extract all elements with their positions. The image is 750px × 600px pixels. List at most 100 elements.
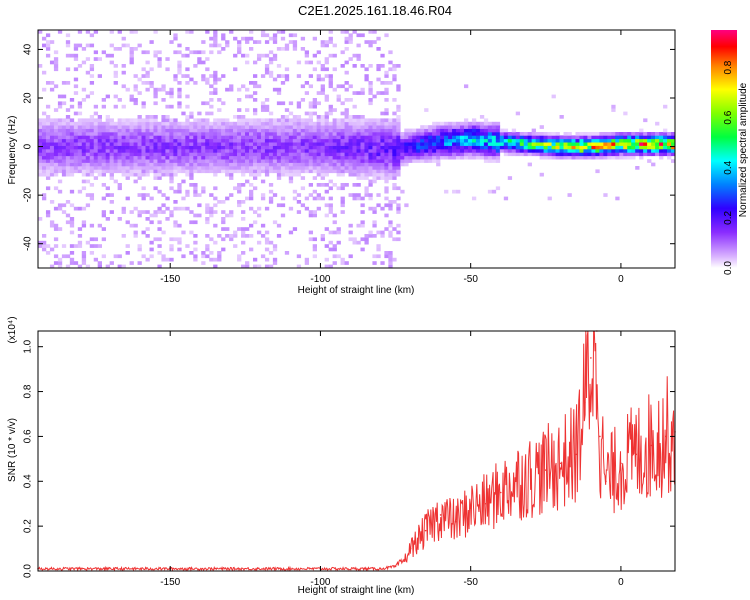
spectrogram-cell	[264, 240, 270, 245]
spectrogram-cell	[73, 159, 79, 163]
spectrogram-cell	[384, 159, 389, 163]
spectrogram-cell	[312, 210, 317, 214]
spectrogram-cell	[89, 172, 95, 177]
spectrogram-cell	[619, 132, 624, 136]
snr-point	[514, 480, 517, 483]
spectrogram-cell	[249, 223, 254, 228]
spectrogram-cell	[276, 166, 282, 170]
snr-x-tick-label: -100	[310, 577, 330, 588]
spectrogram-cell	[73, 138, 79, 143]
spectrogram-cell	[332, 145, 337, 150]
spectrogram-cell	[663, 128, 668, 133]
spectrogram-cell	[77, 132, 83, 136]
spectrogram-cell	[396, 237, 401, 242]
spectrogram-cell	[113, 81, 118, 85]
spectrogram-cell	[300, 47, 306, 51]
spectrogram-cell	[444, 138, 449, 143]
spectrogram-cell	[416, 135, 421, 140]
spectrogram-cell	[49, 142, 55, 146]
spectrogram-cell	[137, 247, 142, 252]
spectrogram-cell	[483, 149, 489, 153]
spectrogram-x-axis-label: Height of straight line (km)	[298, 285, 415, 296]
spectrogram-cell	[189, 138, 194, 143]
spectrogram-cell	[133, 172, 138, 177]
spectrogram-cell	[292, 132, 298, 136]
spectrogram-cell	[320, 155, 325, 160]
spectrogram-cell	[360, 176, 365, 180]
spectrogram-cell	[205, 149, 210, 153]
spectrogram-cell	[241, 36, 246, 41]
spectrogram-cell	[256, 152, 262, 157]
spectrogram-cell	[81, 132, 87, 136]
spectrogram-cell	[392, 128, 397, 133]
spectrogram-cell	[149, 220, 154, 225]
spectrogram-cell	[181, 155, 186, 160]
spectrogram-cell	[320, 43, 325, 48]
spectrogram-cell	[595, 155, 600, 160]
spectrogram-cell	[221, 33, 226, 38]
spectrogram-cell	[260, 104, 266, 109]
spectrogram-cell	[117, 47, 122, 51]
spectrogram-cell	[141, 169, 146, 174]
spectrogram-cell	[129, 261, 134, 265]
spectrogram-cell	[193, 118, 198, 123]
spectrogram-cell	[217, 142, 222, 146]
spectrogram-cell	[368, 183, 373, 187]
spectrogram-cell	[376, 162, 381, 167]
spectrogram-cell	[392, 257, 397, 262]
spectrogram-cell	[292, 40, 298, 44]
spectrogram-cell	[256, 206, 262, 211]
spectrogram-cell	[205, 145, 210, 150]
spectrogram-cell	[304, 196, 310, 201]
spectrogram-cell	[412, 142, 417, 146]
spectrogram-cell	[452, 149, 457, 153]
spectrogram-cell	[356, 172, 361, 177]
spectrogram-cell	[93, 104, 99, 109]
spectrogram-cell	[611, 155, 616, 160]
spectrogram-cell	[41, 125, 47, 129]
spectrogram-cell	[471, 155, 477, 160]
spectrogram-cell	[511, 152, 517, 157]
spectrogram-cell	[137, 152, 142, 157]
spectrogram-cell	[296, 128, 302, 133]
spectrogram-cell	[539, 145, 544, 150]
spectrogram-cell	[380, 159, 385, 163]
spectrogram-cell	[308, 193, 314, 197]
spectrogram-cell	[364, 40, 369, 44]
spectrogram-cell	[245, 132, 250, 136]
spectrogram-cell	[448, 152, 453, 157]
spectrogram-cell	[237, 87, 242, 92]
spectrogram-cell	[348, 36, 353, 41]
spectrogram-cell	[376, 169, 381, 174]
spectrogram-cell	[364, 132, 369, 136]
spectrogram-cell	[81, 145, 87, 150]
spectrogram-cell	[153, 213, 158, 218]
spectrogram-cell	[193, 183, 198, 187]
spectrogram-cell	[555, 145, 560, 150]
spectrogram-cell	[368, 172, 373, 177]
spectrogram-cell	[213, 81, 218, 85]
spectrogram-cell	[109, 210, 114, 214]
spectrogram-cell	[352, 155, 357, 160]
spectrogram-cell	[296, 162, 302, 167]
spectrogram-cell	[352, 172, 357, 177]
spectrogram-cell	[213, 162, 218, 167]
spectrogram-cell	[495, 128, 501, 133]
spectrogram-cell	[205, 81, 210, 85]
spectrogram-cell	[272, 132, 278, 136]
spectrogram-cell	[73, 155, 79, 160]
spectrogram-cell	[523, 152, 528, 157]
spectrogram-cell	[49, 145, 55, 150]
spectrogram-cell	[125, 121, 130, 126]
spectrogram-cell	[428, 155, 433, 160]
spectrogram-cell	[332, 220, 337, 225]
spectrogram-cell	[396, 108, 401, 112]
spectrogram-cell	[161, 121, 166, 126]
spectrogram-cell	[101, 227, 106, 231]
spectrogram-cell	[268, 135, 274, 140]
spectrogram-cell	[340, 30, 345, 34]
spectrogram-cell	[69, 104, 75, 109]
spectrogram-cell	[125, 196, 130, 201]
spectrogram-cell	[372, 121, 377, 126]
spectrogram-cell	[296, 145, 302, 150]
